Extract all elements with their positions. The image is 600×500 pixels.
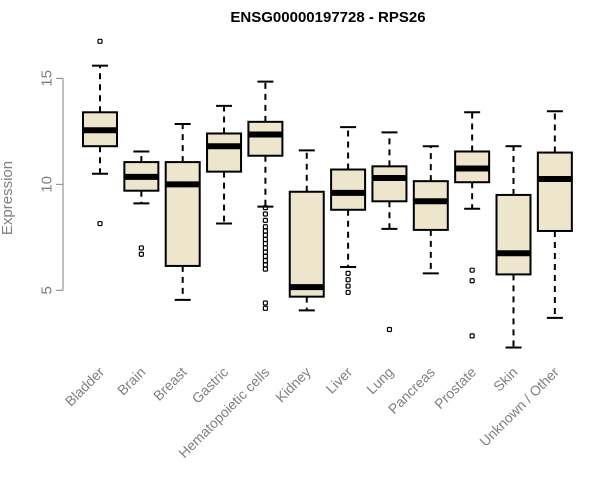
outlier-point [469, 333, 475, 339]
outlier-point [97, 220, 103, 227]
iqr-box [206, 132, 243, 173]
y-axis-label: Expression [0, 161, 16, 235]
box-breast [164, 122, 201, 301]
outlier-point [262, 262, 268, 268]
box-lung [371, 131, 408, 333]
iqr-box [247, 120, 284, 157]
x-tick-label: Lung [363, 364, 396, 397]
outlier-point [97, 38, 103, 44]
outlier-point [345, 270, 351, 276]
box-brain [123, 150, 160, 257]
outlier-point [262, 245, 268, 251]
iqr-box [495, 193, 532, 276]
x-tick-label: Breast [150, 364, 190, 404]
box-prostate [454, 111, 491, 339]
box-skin [495, 145, 532, 349]
outlier-point [345, 289, 351, 296]
y-tick-label: 10 [39, 176, 56, 193]
chart-title: ENSG00000197728 - RPS26 [230, 9, 425, 26]
outlier-point [262, 241, 268, 247]
outlier-point [262, 211, 268, 217]
outlier-point [262, 266, 268, 272]
box-liver [330, 126, 367, 296]
box-unknown-other [536, 110, 573, 319]
outlier-point [262, 300, 268, 306]
x-tick-label: Liver [322, 364, 355, 397]
iqr-box [536, 151, 573, 232]
box-pancreas [412, 145, 449, 275]
outlier-point [262, 236, 268, 243]
outlier-point [262, 232, 268, 238]
outlier-point [262, 217, 268, 223]
x-tick-label: Brain [114, 364, 148, 398]
iqr-box [164, 161, 201, 267]
outlier-point [345, 277, 351, 283]
outlier-point [469, 278, 475, 284]
x-tick-label: Skin [490, 364, 521, 395]
boxes-group [82, 38, 573, 349]
x-tick-label: Bladder [62, 364, 108, 410]
outlier-point [262, 224, 268, 230]
outlier-point [262, 228, 268, 234]
y-axis: 5 10 15 [39, 70, 64, 294]
outlier-point [386, 326, 393, 333]
x-tick-label: Prostate [431, 364, 479, 412]
outlier-point [262, 258, 268, 264]
outlier-point [345, 283, 351, 289]
outlier-point [262, 305, 268, 311]
y-tick-label: 5 [39, 286, 56, 294]
outlier-point [138, 251, 144, 257]
outlier-point [262, 205, 268, 211]
iqr-box [412, 180, 449, 231]
y-tick-label: 15 [39, 70, 56, 87]
iqr-box [288, 190, 325, 298]
box-kidney [288, 149, 325, 312]
x-tick-label: Kidney [272, 364, 314, 406]
outlier-point [262, 253, 268, 259]
iqr-box [371, 165, 408, 203]
box-bladder [82, 38, 118, 227]
box-hematopoietic-cells [247, 80, 284, 311]
outlier-point [138, 245, 144, 251]
box-gastric [206, 104, 243, 225]
outlier-point [262, 249, 268, 255]
outlier-point [469, 267, 475, 273]
iqr-box [330, 168, 367, 211]
